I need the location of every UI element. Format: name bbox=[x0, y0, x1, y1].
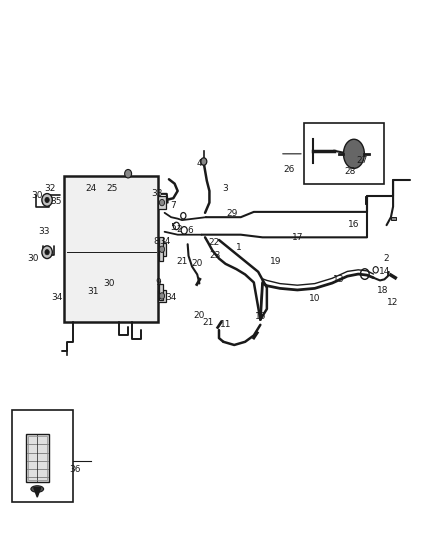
Text: 33: 33 bbox=[152, 189, 163, 198]
Text: 32: 32 bbox=[44, 183, 56, 192]
Circle shape bbox=[45, 249, 49, 255]
Text: 17: 17 bbox=[292, 233, 303, 242]
Text: 9: 9 bbox=[155, 278, 161, 287]
Text: 12: 12 bbox=[387, 298, 399, 307]
Bar bbox=[304, 123, 385, 184]
Text: 22: 22 bbox=[208, 238, 219, 247]
Text: 4: 4 bbox=[197, 159, 202, 167]
Bar bbox=[159, 285, 163, 300]
Text: 21: 21 bbox=[177, 257, 188, 265]
Text: 30: 30 bbox=[103, 279, 115, 288]
Text: 2: 2 bbox=[384, 254, 389, 263]
Text: 24: 24 bbox=[85, 183, 96, 192]
Text: 13: 13 bbox=[333, 274, 344, 284]
Circle shape bbox=[159, 293, 165, 299]
Bar bbox=[158, 196, 166, 209]
Text: 7: 7 bbox=[170, 201, 176, 210]
Text: 20: 20 bbox=[191, 260, 203, 268]
Bar bbox=[64, 176, 158, 322]
Bar bbox=[12, 410, 73, 503]
Text: 19: 19 bbox=[270, 257, 281, 265]
Text: 2: 2 bbox=[176, 225, 182, 234]
Text: 25: 25 bbox=[107, 183, 118, 192]
Circle shape bbox=[159, 199, 165, 206]
Text: 16: 16 bbox=[348, 220, 360, 229]
Text: 36: 36 bbox=[70, 465, 81, 473]
Text: 30: 30 bbox=[32, 191, 43, 200]
Text: 1: 1 bbox=[236, 244, 241, 253]
Text: 34: 34 bbox=[51, 293, 63, 302]
Text: 21: 21 bbox=[202, 318, 214, 327]
Text: 35: 35 bbox=[50, 197, 62, 206]
Bar bbox=[158, 243, 166, 256]
Bar bbox=[26, 434, 49, 482]
Bar bbox=[28, 436, 46, 480]
Polygon shape bbox=[34, 488, 41, 497]
Text: 30: 30 bbox=[27, 254, 39, 263]
Text: 33: 33 bbox=[38, 227, 50, 236]
Text: 15: 15 bbox=[254, 312, 266, 321]
Text: 14: 14 bbox=[379, 268, 390, 276]
Text: 27: 27 bbox=[356, 156, 367, 165]
Circle shape bbox=[159, 246, 165, 253]
Text: 28: 28 bbox=[344, 166, 355, 175]
Text: 11: 11 bbox=[220, 320, 231, 329]
Text: 18: 18 bbox=[376, 286, 388, 295]
Text: 20: 20 bbox=[194, 311, 205, 320]
Bar bbox=[159, 237, 163, 261]
Bar bbox=[158, 289, 166, 302]
Circle shape bbox=[125, 169, 131, 178]
Circle shape bbox=[201, 158, 207, 165]
Text: 23: 23 bbox=[209, 252, 220, 261]
Ellipse shape bbox=[343, 139, 364, 168]
Text: 8: 8 bbox=[153, 237, 159, 246]
Circle shape bbox=[42, 193, 52, 206]
Ellipse shape bbox=[31, 486, 44, 492]
Text: 31: 31 bbox=[87, 287, 99, 296]
Text: 26: 26 bbox=[283, 166, 294, 174]
Text: 6: 6 bbox=[188, 226, 194, 235]
Circle shape bbox=[45, 197, 49, 203]
Text: 10: 10 bbox=[309, 294, 321, 303]
Text: 34: 34 bbox=[166, 293, 177, 302]
Bar bbox=[391, 217, 396, 220]
Text: 3: 3 bbox=[223, 183, 228, 192]
Bar bbox=[365, 196, 367, 204]
Text: 34: 34 bbox=[159, 237, 170, 246]
Circle shape bbox=[42, 246, 52, 259]
Text: 5: 5 bbox=[170, 223, 176, 232]
Text: 29: 29 bbox=[226, 209, 238, 218]
